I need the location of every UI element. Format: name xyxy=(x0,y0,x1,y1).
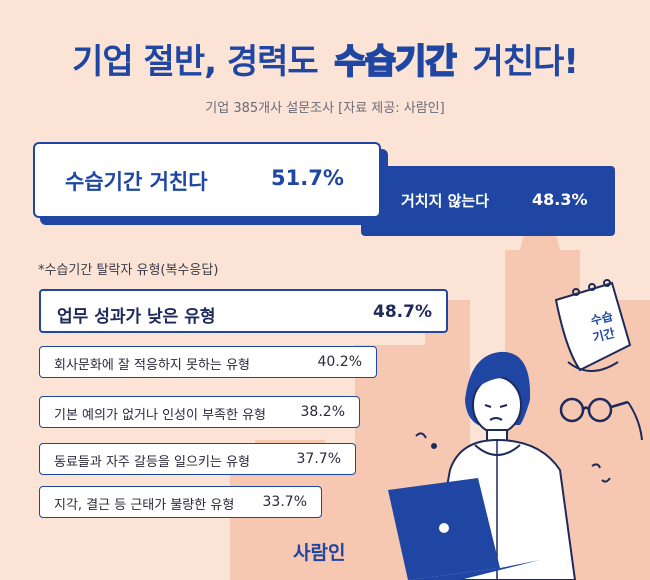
type-bar-3: 동료들과 자주 갈등을 일으키는 유형 37.7% xyxy=(39,443,356,475)
title-prefix: 기업 절반, 경력도 xyxy=(72,42,329,82)
calendar-line-2: 기간 xyxy=(591,325,616,345)
brand-logo: 사람인 xyxy=(293,542,346,564)
type-bar-label: 동료들과 자주 갈등을 일으키는 유형 xyxy=(54,455,250,470)
glasses-icon xyxy=(559,397,629,423)
calendar-icon: 수습 기간 xyxy=(554,279,632,372)
type-bar-label: 업무 성과가 낮은 유형 xyxy=(57,307,216,327)
laptop-icon xyxy=(388,478,540,580)
type-bar-value: 33.7% xyxy=(262,494,307,510)
type-bar-label: 기본 예의가 없거나 인성이 부족한 유형 xyxy=(54,408,267,423)
calendar-line-1: 수습 xyxy=(589,309,614,328)
bar-value-label: 48.3% xyxy=(532,190,588,209)
bar-value-label: 51.7% xyxy=(271,166,344,190)
type-bar-value: 40.2% xyxy=(317,354,362,370)
subtitle: 기업 385개사 설문조사 [자료 제공: 사람인] xyxy=(205,101,445,116)
type-bar-label: 회사문화에 잘 적응하지 못하는 유형 xyxy=(54,358,250,373)
worry-marks xyxy=(415,432,611,483)
type-bar-4: 지각, 결근 등 근태가 불량한 유형 33.7% xyxy=(39,486,322,518)
bar-not-probation: 거치지 않는다 48.3% xyxy=(361,166,615,236)
type-bar-label: 지각, 결근 등 근태가 불량한 유형 xyxy=(54,498,235,513)
type-bar-1: 회사문화에 잘 적응하지 못하는 유형 40.2% xyxy=(39,346,377,378)
type-bar-value: 37.7% xyxy=(296,451,341,467)
page-title: 기업 절반, 경력도 수습기간 거친다! xyxy=(0,34,650,85)
title-highlight: 수습기간 xyxy=(329,34,468,85)
type-bar-2: 기본 예의가 없거나 인성이 부족한 유형 38.2% xyxy=(39,396,360,428)
bar-probation: 수습기간 거친다 51.7% xyxy=(33,142,381,218)
type-bar-value: 38.2% xyxy=(300,404,345,420)
type-bar-0: 업무 성과가 낮은 유형 48.7% xyxy=(39,289,448,333)
hand-line xyxy=(627,401,643,441)
bar-label: 거치지 않는다 xyxy=(401,192,490,210)
bar-label: 수습기간 거친다 xyxy=(65,170,208,194)
types-section-label: *수습기간 탈락자 유형(복수응답) xyxy=(38,263,219,278)
type-bar-value: 48.7% xyxy=(373,302,432,322)
title-suffix: 거친다! xyxy=(461,42,578,82)
